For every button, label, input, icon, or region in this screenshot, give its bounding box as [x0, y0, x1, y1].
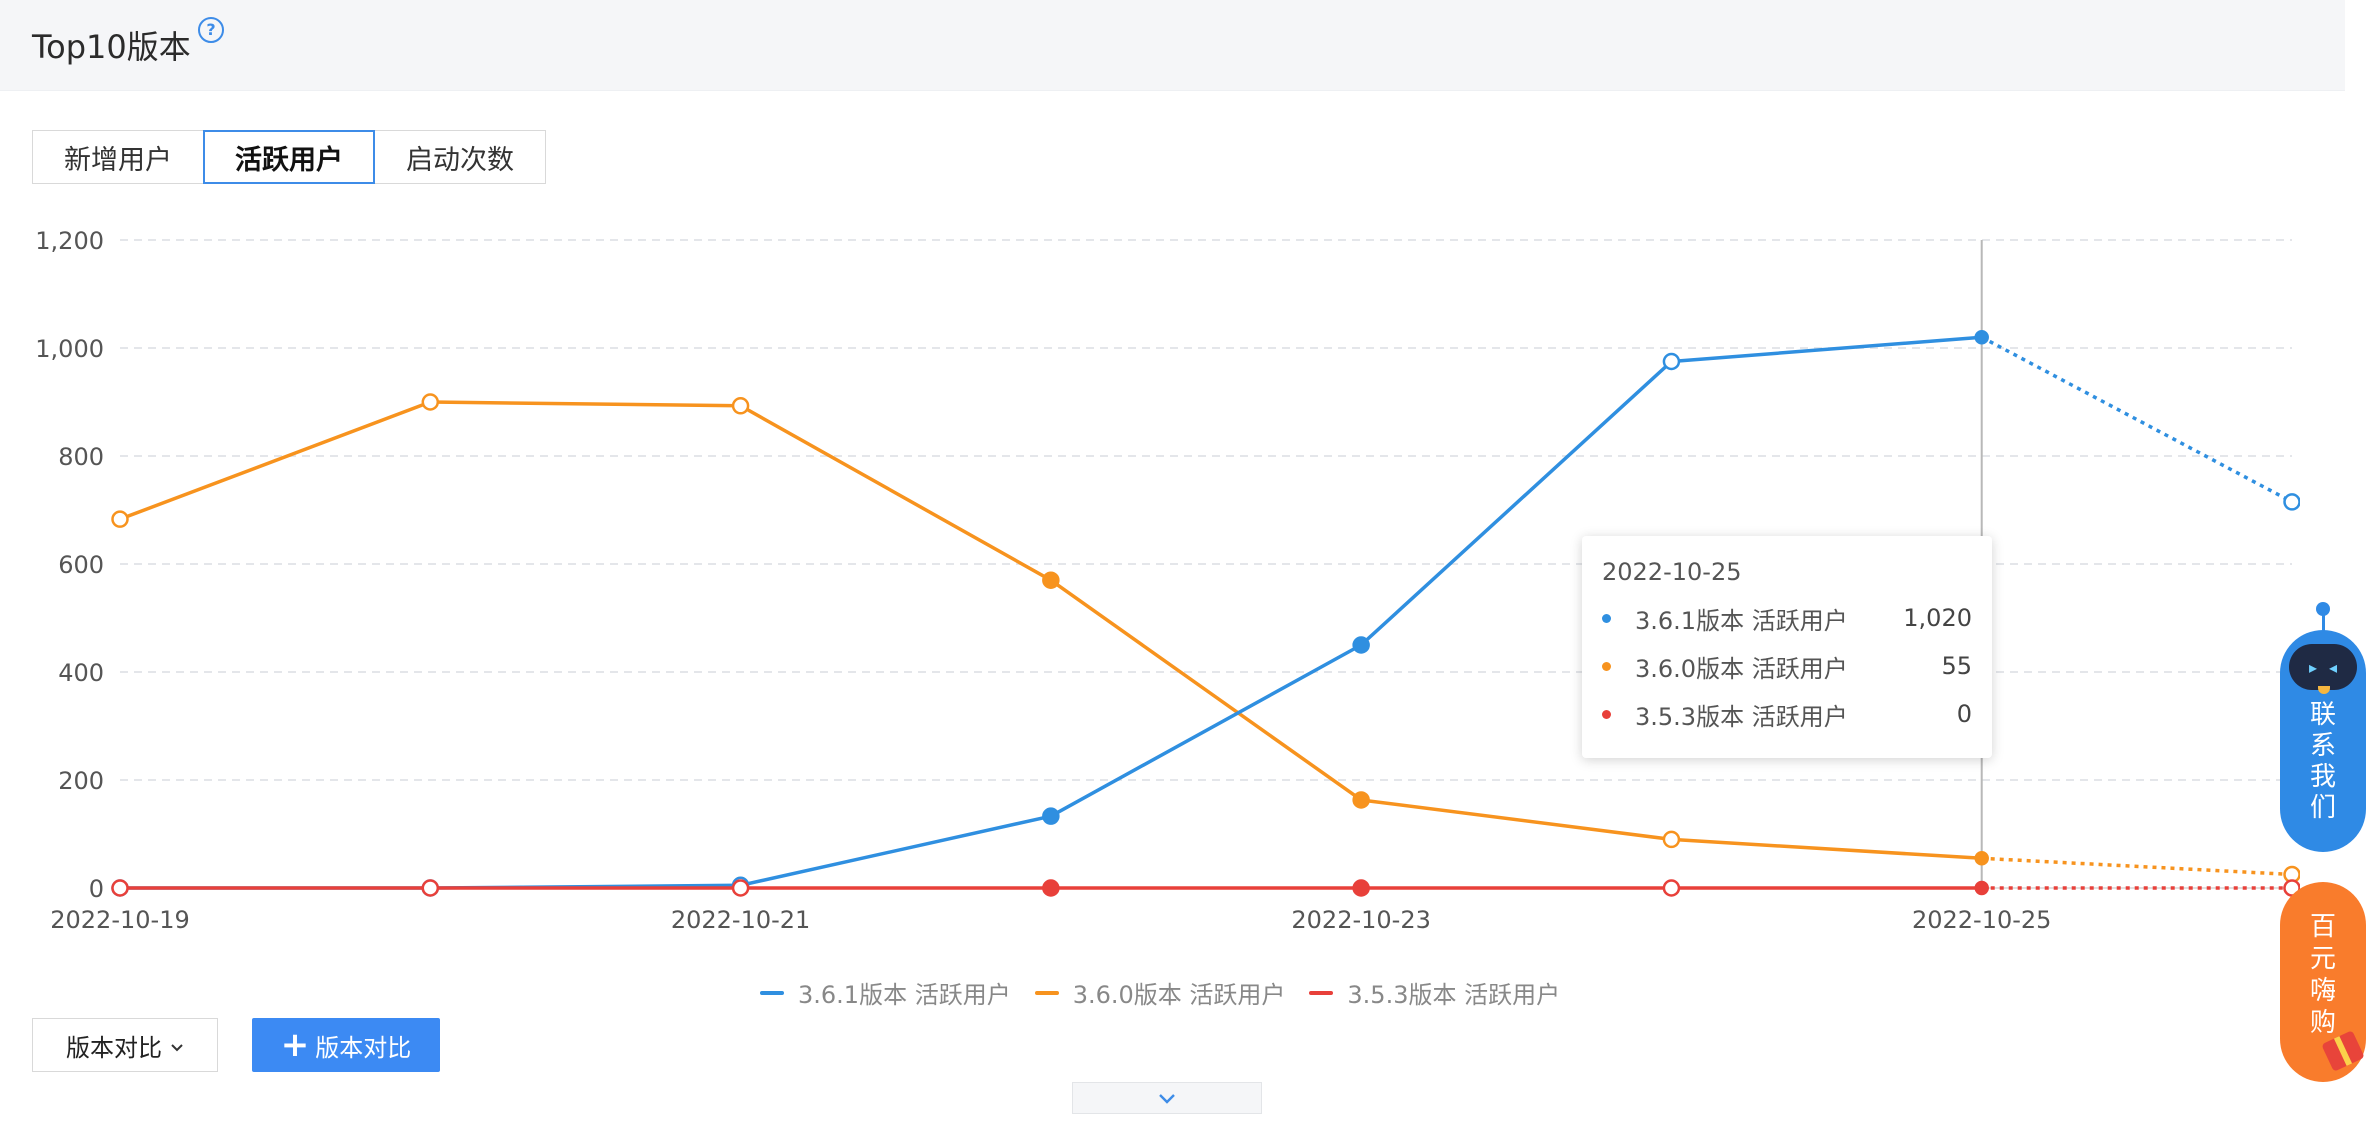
series-forecast-line: [1980, 335, 2293, 504]
legend-swatch: [1309, 990, 1334, 995]
x-tick-label: 2022-10-19: [50, 906, 189, 934]
tooltip-series-value: 55: [1941, 652, 1972, 680]
series-dot: [1602, 613, 1611, 623]
tab-new-users[interactable]: 新增用户: [32, 130, 204, 184]
expand-toggle[interactable]: [1072, 1082, 1262, 1114]
contact-char: 联: [2309, 700, 2336, 730]
legend-item[interactable]: 3.5.3版本 活跃用户: [1309, 975, 1560, 1010]
contact-char: 系: [2309, 731, 2336, 761]
data-point: [1974, 880, 1989, 896]
series-dot: [1602, 661, 1611, 671]
y-tick-label: 1,200: [35, 227, 104, 255]
chart-legend: 3.6.1版本 活跃用户 3.6.0版本 活跃用户 3.5.3版本 活跃用户: [760, 975, 1560, 1010]
data-point: [421, 879, 440, 897]
data-point: [731, 397, 750, 415]
data-point: [1042, 879, 1060, 897]
data-point: [111, 510, 129, 528]
metric-tabs: 新增用户 活跃用户 启动次数: [32, 130, 546, 186]
plus-icon: +: [280, 1025, 310, 1065]
tooltip-date: 2022-10-25: [1602, 558, 1742, 586]
data-point: [1662, 830, 1681, 849]
chevron-down-icon: [1158, 1086, 1176, 1111]
tooltip-series-value: 0: [1956, 700, 1972, 728]
version-compare-select[interactable]: 版本对比: [32, 1018, 218, 1072]
data-point: [421, 393, 440, 411]
tab-launch-count[interactable]: 启动次数: [374, 130, 546, 184]
chevron-down-icon: [170, 1031, 184, 1059]
data-point: [1662, 352, 1681, 371]
data-point: [1352, 879, 1370, 897]
promo-char: 百: [2309, 912, 2336, 942]
series-dot: [1602, 709, 1611, 719]
data-point: [1042, 807, 1060, 825]
legend-label: 3.6.1版本 活跃用户: [798, 981, 1011, 1009]
page-title: Top10版本: [32, 28, 191, 66]
series-forecast-line: [1981, 856, 2293, 877]
legend-label: 3.6.0版本 活跃用户: [1072, 981, 1286, 1009]
legend-swatch: [1034, 990, 1059, 995]
line-chart[interactable]: 0 200 400 600 800 1,000 1,200 2022-10-19 2022-10…: [0, 200, 2300, 960]
data-point: [1662, 879, 1681, 897]
tooltip-series-name: 3.6.1版本 活跃用户: [1635, 606, 1848, 635]
tooltip-series-name: 3.5.3版本 活跃用户: [1635, 702, 1848, 731]
data-point: [2283, 493, 2300, 511]
data-point: [1352, 636, 1370, 654]
page-header: Top10版本 ?: [0, 0, 2345, 91]
y-tick-label: 400: [58, 659, 104, 687]
legend-item[interactable]: 3.6.0版本 活跃用户: [1034, 975, 1286, 1010]
tooltip-row: 3.6.0版本 活跃用户 55: [1602, 642, 1972, 690]
robot-antenna: [2322, 614, 2325, 632]
add-version-compare-button[interactable]: + 版本对比: [252, 1018, 440, 1072]
y-tick-label: 600: [58, 551, 104, 579]
data-point: [1042, 571, 1060, 589]
contact-char: 我: [2309, 762, 2336, 792]
tooltip-row: 3.5.3版本 活跃用户 0: [1602, 690, 1972, 738]
data-point: [1974, 851, 1989, 866]
chart-tooltip: 2022-10-25 3.6.1版本 活跃用户 1,020 3.6.0版本 活跃…: [1582, 536, 1992, 758]
tooltip-row: 3.6.1版本 活跃用户 1,020: [1602, 594, 1972, 642]
promo-char: 嗨: [2309, 976, 2336, 1006]
promo-char: 元: [2309, 944, 2336, 974]
y-tick-label: 800: [58, 443, 104, 471]
robot-antenna-tip: [2316, 602, 2330, 616]
y-tick-label: 0: [89, 875, 104, 903]
data-point: [111, 879, 129, 897]
legend-item[interactable]: 3.6.1版本 活跃用户: [760, 975, 1011, 1010]
y-tick-label: 200: [58, 767, 104, 795]
x-tick-label: 2022-10-25: [1912, 906, 2051, 934]
robot-icon: ▸ ◂: [2289, 644, 2357, 690]
robot-mouth: [2318, 686, 2330, 694]
x-tick-label: 2022-10-23: [1291, 906, 1430, 934]
tooltip-series-value: 1,020: [1903, 604, 1972, 632]
contact-char: 们: [2309, 793, 2336, 823]
tab-active-users[interactable]: 活跃用户: [203, 130, 375, 184]
y-tick-label: 1,000: [35, 335, 104, 363]
legend-swatch: [760, 990, 784, 995]
compare-select-label: 版本对比: [66, 1033, 162, 1062]
tooltip-series-name: 3.6.0版本 活跃用户: [1635, 654, 1848, 683]
compare-button-label: 版本对比: [315, 1033, 412, 1062]
promo-char: 购: [2309, 1008, 2336, 1038]
data-point: [731, 879, 750, 897]
data-point: [1974, 329, 1989, 345]
data-point: [1352, 791, 1370, 809]
contact-us-widget[interactable]: ▸ ◂ 联 系 我 们: [2280, 602, 2366, 852]
question-circle-icon[interactable]: ?: [198, 17, 224, 43]
legend-label: 3.5.3版本 活跃用户: [1347, 981, 1561, 1009]
x-tick-label: 2022-10-21: [671, 906, 810, 934]
